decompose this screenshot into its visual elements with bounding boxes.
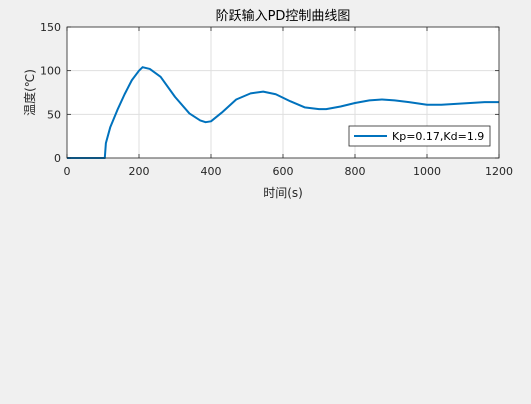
x-axis-label: 时间(s) <box>263 186 303 200</box>
x-tick-label: 0 <box>64 165 71 178</box>
x-tick-label: 400 <box>201 165 222 178</box>
x-tick-label: 600 <box>273 165 294 178</box>
y-tick-label: 100 <box>40 65 61 78</box>
x-tick-label: 1000 <box>413 165 441 178</box>
subplot-1: 0 200 400 600 800 1000 1200 0 50 100 150 阶跃输入PD控制曲线… <box>22 8 513 200</box>
y-tick-label: 0 <box>54 152 61 165</box>
legend-box <box>348 125 491 147</box>
y-axis-label: 温度(℃) <box>22 69 37 116</box>
chart-title: 阶跃输入PD控制曲线图 <box>216 8 351 24</box>
legend: Kp=0.17,Kd=1.9 <box>348 125 491 147</box>
legend-label: Kp=0.17,Kd=1.9 <box>392 130 484 143</box>
x-tick-label: 1200 <box>485 165 513 178</box>
series-line <box>67 66 499 159</box>
y-tick-label: 150 <box>40 21 61 34</box>
y-tick-label: 50 <box>47 108 61 121</box>
x-tick-label: 200 <box>129 165 150 178</box>
x-tick-label: 800 <box>345 165 366 178</box>
